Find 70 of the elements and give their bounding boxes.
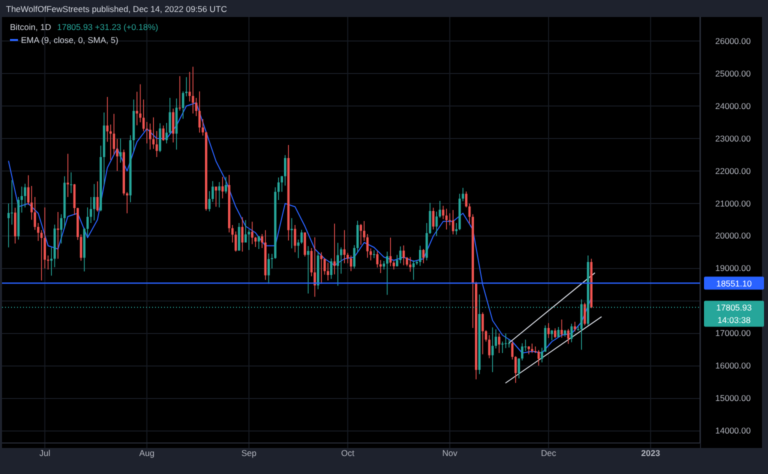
y-tick-label: 17000.00 [715, 328, 751, 338]
x-tick-label: Nov [442, 448, 458, 458]
annotation: 17805.93 +31.23 (+0.18%) [57, 22, 158, 32]
candlestick [172, 108, 174, 143]
candlestick [56, 212, 60, 260]
y-tick-label: 23000.00 [715, 133, 751, 144]
candlestick [178, 76, 181, 111]
candlestick [399, 246, 402, 264]
candlestick [66, 153, 69, 198]
candlestick [218, 182, 220, 208]
candlestick [560, 319, 563, 338]
y-tick-label: 22000.00 [715, 166, 751, 176]
candlestick [320, 252, 323, 284]
candlestick [584, 302, 586, 326]
y-tick-label: 19000.00 [715, 263, 751, 274]
ref-line-label: 18551.10 [716, 278, 752, 288]
y-tick-label: 16000.00 [715, 360, 751, 371]
candlestick [106, 96, 109, 142]
y-tick-label: 26000.00 [715, 36, 751, 46]
ref-line-label: 17805.93 [716, 302, 752, 313]
candlestick [538, 350, 540, 366]
text: Bitcoin, 1D [10, 22, 52, 32]
x-tick-label: Dec [540, 448, 557, 458]
candlestick [119, 138, 122, 163]
candlestick [336, 242, 339, 286]
candlestick [372, 250, 376, 259]
candlestick [152, 117, 155, 150]
x-tick-label: Aug [139, 448, 155, 458]
x-tick-label: Jul [39, 448, 50, 458]
candlestick [554, 328, 556, 338]
candlestick [224, 176, 228, 194]
y-tick-label: 25000.00 [715, 68, 751, 78]
text: 14:03:38 [717, 314, 751, 325]
y-tick-label: 24000.00 [715, 100, 751, 111]
candlestick [574, 321, 576, 332]
candlestick [142, 99, 145, 132]
candlestick [360, 224, 362, 246]
candlestick [508, 338, 510, 348]
candlestick [340, 246, 342, 274]
x-tick-label: Oct [341, 448, 355, 458]
y-tick-label: 15000.00 [715, 393, 751, 404]
y-tick-label: 14000.00 [715, 426, 751, 436]
candlestick [418, 245, 422, 266]
y-tick-label: 20000.00 [715, 230, 751, 241]
x-tick-label: 2023 [641, 448, 660, 458]
candlestick [402, 245, 405, 266]
candlestick [258, 236, 260, 250]
candlestick [162, 125, 164, 142]
candlestick [498, 333, 500, 354]
legend-label: EMA (9, close, 0, SMA, 5) [21, 35, 118, 45]
candlestick [330, 258, 332, 280]
candlestick [567, 328, 570, 344]
candlestick [300, 229, 303, 244]
candlestick [409, 256, 412, 272]
candlestick [386, 251, 388, 296]
text: TheWolfOfFewStreets published, Dec 14, 2022 09:56 UTC [6, 4, 227, 14]
candlestick [307, 246, 310, 294]
candlestick [550, 330, 553, 341]
candlestick [93, 184, 96, 221]
candlestick [432, 207, 434, 230]
candlestick [284, 154, 286, 186]
candlestick [504, 333, 507, 349]
candlestick [482, 312, 484, 355]
candlestick [14, 207, 16, 244]
candlestick [251, 221, 254, 245]
candlestick [241, 216, 244, 252]
candlestick [268, 253, 270, 284]
x-tick-label: Sep [241, 448, 257, 458]
y-tick-label: 21000.00 [715, 198, 751, 208]
candlestick [314, 236, 316, 298]
